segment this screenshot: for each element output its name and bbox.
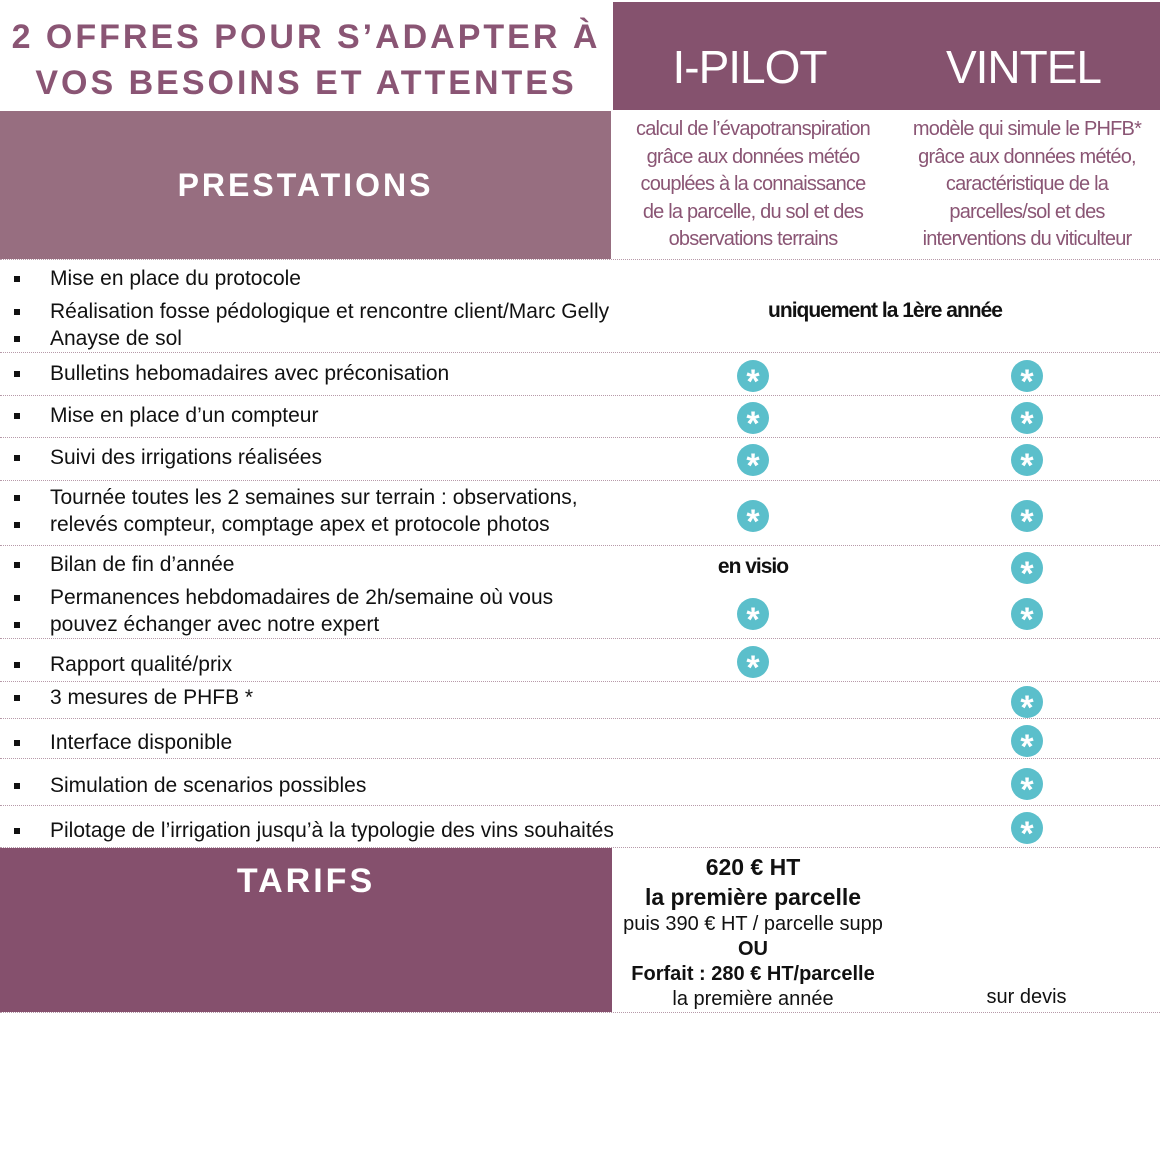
row-note: en visio: [717, 555, 789, 578]
bullet-icon: [14, 276, 20, 282]
bullet-icon: [14, 662, 20, 668]
bullet-icon: [14, 622, 20, 628]
check-icon: *: [1011, 812, 1043, 853]
vintel-pricing: sur devis: [986, 986, 1067, 1008]
plan-ipilot-name: I-PILOT: [672, 41, 827, 93]
row-label: Bulletins hebomadaires avec préconisatio…: [50, 362, 450, 385]
bullet-icon: [14, 455, 20, 461]
bullet-icon: [14, 740, 20, 746]
tarifs-heading: TARIFS: [0, 848, 612, 1012]
check-icon: *: [1011, 360, 1043, 401]
title-line: 2 OFFRES POUR S’ADAPTER À: [11, 18, 601, 56]
bullet-icon: [14, 309, 20, 315]
row-label: Tournée toutes les 2 semaines sur terrai…: [50, 486, 578, 509]
row-label: Réalisation fosse pédologique et rencont…: [50, 300, 610, 323]
check-icon: *: [737, 360, 769, 401]
row-label: Suivi des irrigations réalisées: [50, 446, 322, 469]
ipilot-pricing: 620 € HT la première parcelle puis 390 €…: [613, 852, 893, 1012]
price-extra: puis 390 € HT / parcelle supp: [623, 913, 883, 935]
row-label: 3 mesures de PHFB *: [50, 686, 254, 709]
bullet-icon: [14, 828, 20, 834]
divider: [0, 681, 1160, 682]
divider: [0, 437, 1160, 438]
check-icon: *: [1011, 725, 1043, 766]
bullet-icon: [14, 595, 20, 601]
description-line: modèle qui simule le PHFB*: [912, 118, 1142, 140]
divider: [0, 638, 1160, 639]
check-icon: *: [737, 646, 769, 687]
description-line: de la parcelle, du sol et des: [642, 200, 864, 223]
divider: [0, 395, 1160, 396]
check-icon: *: [1011, 402, 1043, 443]
plan-ipilot-description: calcul de l’évapotranspiration grâce aux …: [616, 116, 890, 254]
row-label: Pilotage de l’irrigation jusqu’à la typo…: [50, 819, 614, 842]
check-icon: *: [1011, 444, 1043, 485]
row-label: pouvez échanger avec notre expert: [50, 613, 380, 636]
price-main-sub: la première parcelle: [644, 884, 862, 910]
divider: [0, 1012, 1160, 1013]
description-line: grâce aux données météo: [646, 145, 861, 168]
description-line: interventions du viticulteur: [922, 228, 1133, 250]
bullet-icon: [14, 413, 20, 419]
description-line: observations terrains: [668, 228, 839, 250]
price-or: OU: [738, 938, 768, 960]
bullet-icon: [14, 562, 20, 568]
divider: [0, 480, 1160, 481]
bullet-icon: [14, 783, 20, 789]
bullet-icon: [14, 336, 20, 342]
divider: [0, 805, 1160, 806]
plans-header: I-PILOT VINTEL: [613, 2, 1160, 110]
divider: [0, 847, 1160, 848]
check-icon: *: [1011, 552, 1043, 593]
plan-vintel-description: modèle qui simule le PHFB* grâce aux donn…: [890, 116, 1160, 254]
row-label: Rapport qualité/prix: [50, 653, 233, 676]
price-main: 620 € HT: [705, 854, 801, 880]
price-forfait-note: la première année: [672, 988, 834, 1010]
row-label: Permanences hebdomadaires de 2h/semaine …: [50, 586, 554, 609]
divider: [0, 718, 1160, 719]
row-label: Mise en place d’un compteur: [50, 404, 319, 427]
plan-vintel-name: VINTEL: [945, 41, 1102, 93]
divider: [0, 758, 1160, 759]
row-label: Anayse de sol: [50, 327, 182, 350]
check-icon: *: [737, 598, 769, 639]
description-line: couplées à la connaissance: [640, 173, 867, 195]
description-line: grâce aux données météo,: [918, 145, 1136, 168]
description-line: caractéristique de la: [945, 173, 1109, 195]
check-icon: *: [737, 500, 769, 541]
check-icon: *: [1011, 768, 1043, 809]
price-forfait: Forfait : 280 € HT/parcelle: [631, 963, 875, 985]
title-line: VOS BESOINS ET ATTENTES: [35, 64, 577, 102]
bullet-icon: [14, 371, 20, 377]
check-icon: *: [737, 444, 769, 485]
description-line: calcul de l’évapotranspiration: [636, 118, 871, 140]
row-label: Simulation de scenarios possibles: [50, 774, 367, 797]
shared-note: uniquement la 1ère année: [768, 299, 1003, 322]
divider: [0, 352, 1160, 353]
description-line: parcelles/sol et des: [949, 200, 1105, 223]
row-label: Mise en place du protocole: [50, 267, 301, 290]
check-icon: *: [1011, 686, 1043, 727]
bullet-icon: [14, 522, 20, 528]
row-label: Interface disponible: [50, 731, 233, 754]
row-label: Bilan de fin d’année: [50, 553, 235, 576]
check-icon: *: [737, 402, 769, 443]
row-label: relevés compteur, comptage apex et proto…: [50, 513, 550, 536]
prestations-heading: PRESTATIONS: [0, 111, 611, 259]
divider: [0, 545, 1160, 546]
check-icon: *: [1011, 500, 1043, 541]
divider: [0, 259, 1160, 260]
bullet-icon: [14, 695, 20, 701]
page-title: 2 OFFRES POUR S’ADAPTER À VOS BESOINS ET…: [0, 14, 612, 106]
check-icon: *: [1011, 598, 1043, 639]
bullet-icon: [14, 495, 20, 501]
